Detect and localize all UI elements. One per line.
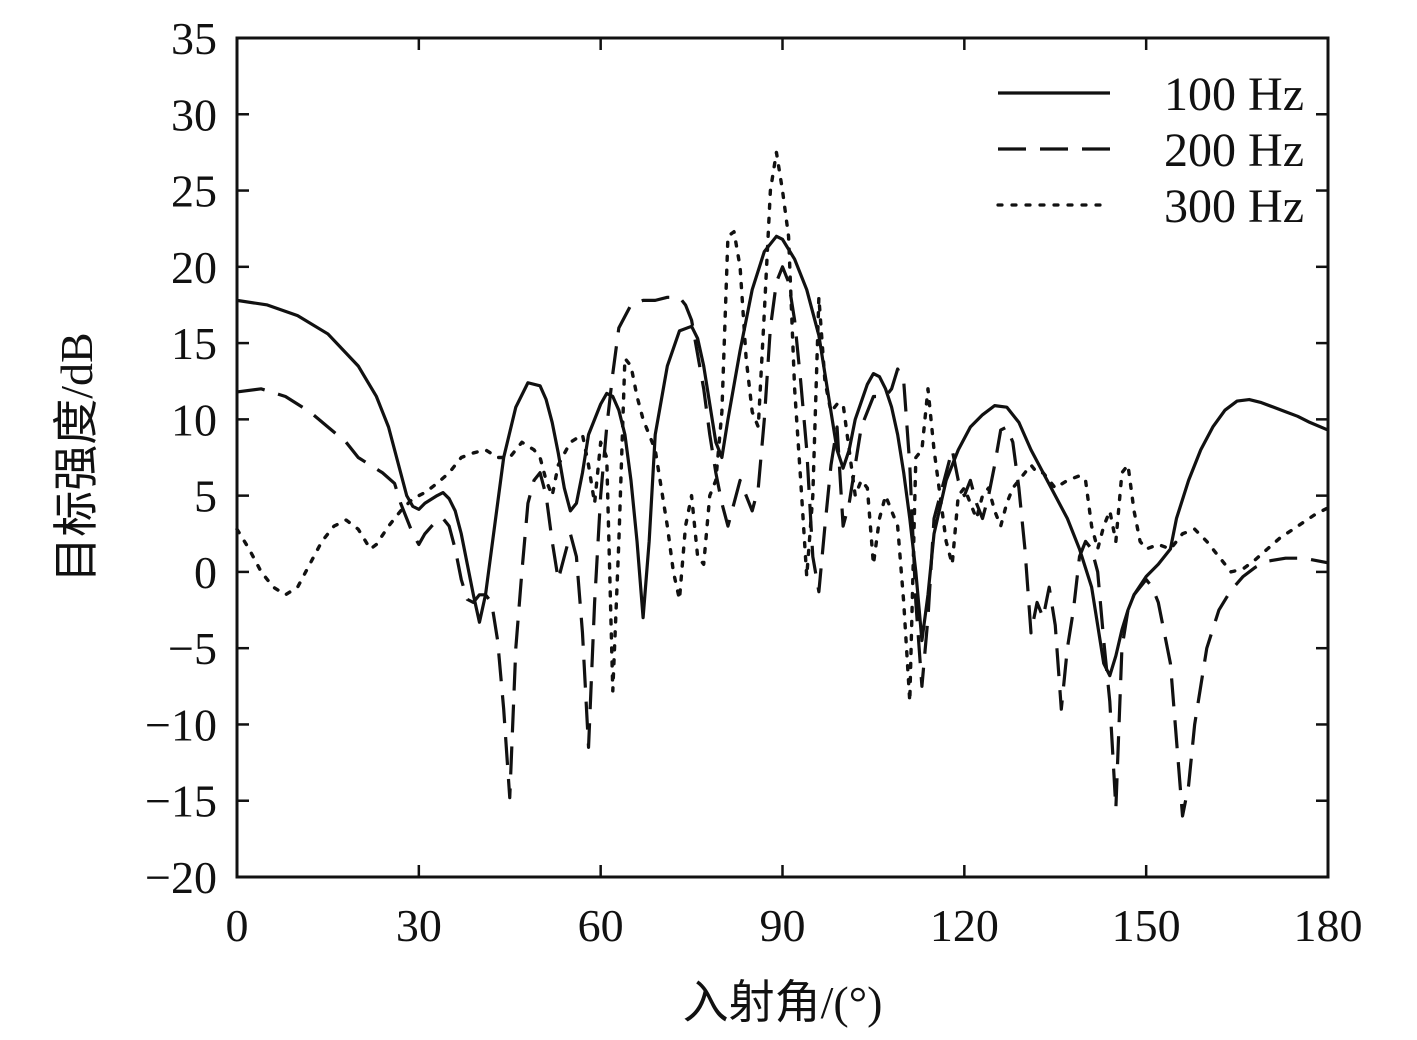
y-tick-label: 30: [171, 89, 217, 140]
y-tick-label: 10: [171, 394, 217, 445]
legend-label: 300 Hz: [1164, 180, 1304, 233]
x-tick-label: 90: [760, 900, 806, 951]
x-tick-label: 30: [396, 900, 442, 951]
x-tick-label: 120: [930, 900, 999, 951]
series-line-300-hz: [235, 150, 1330, 704]
y-tick-label: 15: [171, 318, 217, 369]
series-line-200-hz: [236, 265, 1329, 818]
y-tick-label: −20: [145, 852, 217, 903]
y-tick-label: 0: [194, 547, 217, 598]
legend-label: 100 Hz: [1164, 68, 1304, 121]
y-tick-label: 35: [171, 13, 217, 64]
x-tick-label: 150: [1112, 900, 1181, 951]
plot-lines: [235, 150, 1330, 818]
y-tick-labels: 35 30 25 20 15 10 5 0 −5 −10 −15 −20: [145, 13, 217, 903]
axis-ticks: [235, 36, 1330, 879]
series-line-100-hz: [236, 234, 1329, 678]
x-tick-label: 60: [578, 900, 624, 951]
x-tick-labels: 0 30 60 90 120 150 180: [226, 900, 1363, 951]
y-tick-label: −5: [168, 623, 217, 674]
y-axis-label: 目标强度/dB: [51, 332, 102, 582]
x-tick-label: 0: [226, 900, 249, 951]
x-axis-label: 入射角/(°): [683, 977, 883, 1028]
y-tick-label: −10: [145, 699, 217, 750]
legend-label: 200 Hz: [1164, 124, 1304, 177]
x-tick-label: 180: [1294, 900, 1363, 951]
y-tick-label: 20: [171, 242, 217, 293]
y-tick-label: 5: [194, 471, 217, 522]
y-tick-label: 25: [171, 166, 217, 217]
y-tick-label: −15: [145, 776, 217, 827]
